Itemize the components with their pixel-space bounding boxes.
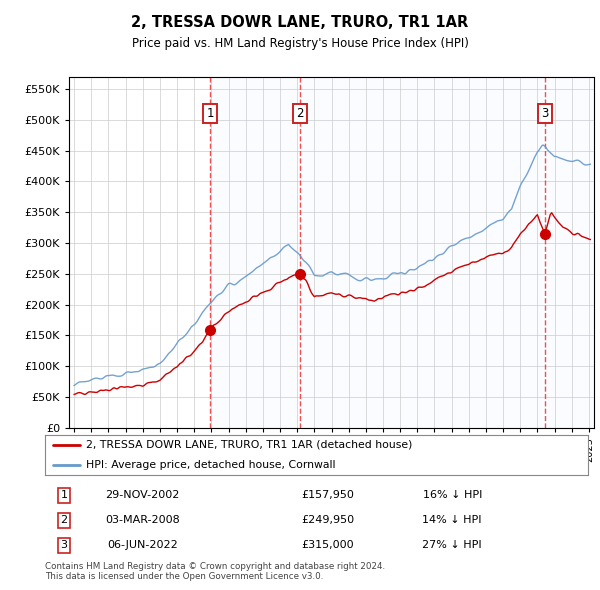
Text: 2: 2 <box>296 107 304 120</box>
Text: 1: 1 <box>61 490 68 500</box>
Text: £157,950: £157,950 <box>301 490 354 500</box>
Text: HPI: Average price, detached house, Cornwall: HPI: Average price, detached house, Corn… <box>86 460 335 470</box>
Text: 06-JUN-2022: 06-JUN-2022 <box>107 540 178 550</box>
Text: 14% ↓ HPI: 14% ↓ HPI <box>422 515 482 525</box>
Text: 16% ↓ HPI: 16% ↓ HPI <box>422 490 482 500</box>
Text: 03-MAR-2008: 03-MAR-2008 <box>106 515 180 525</box>
Text: 27% ↓ HPI: 27% ↓ HPI <box>422 540 482 550</box>
Bar <box>545 77 594 428</box>
Bar <box>300 77 545 428</box>
Text: Contains HM Land Registry data © Crown copyright and database right 2024.: Contains HM Land Registry data © Crown c… <box>45 562 385 571</box>
Text: 2, TRESSA DOWR LANE, TRURO, TR1 1AR: 2, TRESSA DOWR LANE, TRURO, TR1 1AR <box>131 15 469 30</box>
Text: £249,950: £249,950 <box>301 515 354 525</box>
Text: 2, TRESSA DOWR LANE, TRURO, TR1 1AR (detached house): 2, TRESSA DOWR LANE, TRURO, TR1 1AR (det… <box>86 440 412 450</box>
Text: £315,000: £315,000 <box>301 540 353 550</box>
Bar <box>210 77 300 428</box>
Text: 3: 3 <box>541 107 548 120</box>
Text: 3: 3 <box>61 540 68 550</box>
Text: Price paid vs. HM Land Registry's House Price Index (HPI): Price paid vs. HM Land Registry's House … <box>131 37 469 50</box>
Text: 1: 1 <box>206 107 214 120</box>
Text: 2: 2 <box>61 515 68 525</box>
Text: 29-NOV-2002: 29-NOV-2002 <box>106 490 180 500</box>
Text: This data is licensed under the Open Government Licence v3.0.: This data is licensed under the Open Gov… <box>45 572 323 581</box>
